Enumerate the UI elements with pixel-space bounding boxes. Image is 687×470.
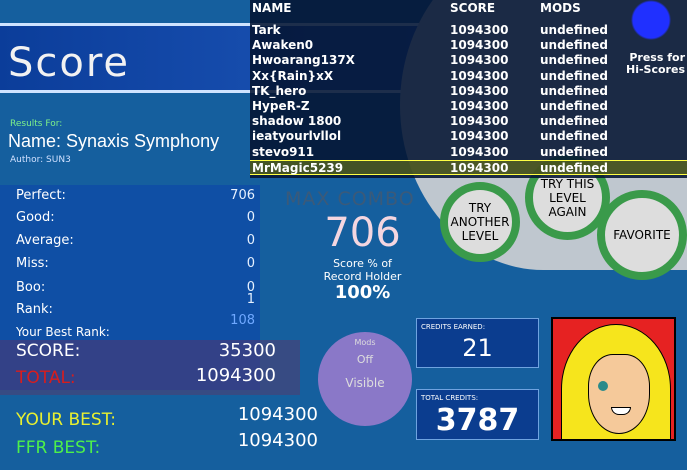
credits-earned-box: CREDITS EARNED: 21 xyxy=(416,318,539,368)
ffr-best-value: 1094300 xyxy=(237,430,318,451)
leaderboard-mods: undefined xyxy=(540,160,608,175)
leaderboard-score: 1094300 xyxy=(450,144,509,159)
judgement-value: 0 xyxy=(246,210,255,225)
character-portrait xyxy=(551,317,676,441)
total-credits-value: 3787 xyxy=(435,403,520,438)
favorite-button[interactable]: FAVORITE xyxy=(597,190,687,280)
leaderboard-name: Awaken0 xyxy=(252,38,314,53)
leaderboard-mods: undefined xyxy=(540,23,608,37)
leaderboard-score: 1094300 xyxy=(450,38,509,53)
judgement-label: Perfect: xyxy=(16,188,66,203)
judgement-value: 0 xyxy=(246,233,255,248)
score-label: SCORE: xyxy=(16,341,81,361)
leaderboard-name: ieatyourlvllol xyxy=(252,129,342,144)
leaderboard-row: TK_hero 1094300 undefined xyxy=(250,84,687,99)
score-pct-label-1: Score % of xyxy=(333,257,392,270)
score-pct-label-2: Record Holder xyxy=(323,270,402,283)
song-author: Author: SUN3 xyxy=(10,155,71,165)
mods-line-2: Visible xyxy=(345,376,385,390)
leaderboard-name: Hwoarang137X xyxy=(252,53,355,68)
leaderboard-name: Xx{Rain}xX xyxy=(252,68,334,83)
total-credits-label: TOTAL CREDITS: xyxy=(421,394,479,402)
credits-earned-value: 21 xyxy=(462,334,493,362)
score-pct-value: 100% xyxy=(334,282,391,303)
song-name: Name: Synaxis Symphony xyxy=(8,131,220,151)
header-name: NAME xyxy=(252,1,292,15)
leaderboard-score: 1094300 xyxy=(450,160,509,175)
leaderboard-row: Tark 1094300 undefined xyxy=(250,23,687,38)
leaderboard-row: ieatyourlvllol 1094300 undefined xyxy=(250,129,687,144)
leaderboard-row: Hwoarang137X 1094300 undefined xyxy=(250,53,687,68)
your-best-label: YOUR BEST: xyxy=(16,410,116,430)
results-for-label: Results For: xyxy=(10,119,63,129)
leaderboard-mods: undefined xyxy=(540,83,608,98)
credits-earned-label: CREDITS EARNED: xyxy=(421,323,486,331)
leaderboard-score: 1094300 xyxy=(450,99,509,113)
leaderboard-name: stevo911 xyxy=(252,144,315,159)
judgement-value: 0 xyxy=(246,256,255,271)
leaderboard-row: Xx{Rain}xX 1094300 undefined xyxy=(250,69,687,84)
leaderboard-score: 1094300 xyxy=(450,83,509,98)
max-combo-value: 706 xyxy=(324,210,401,256)
page-title: Score xyxy=(8,40,131,86)
ffr-best-label: FFR BEST: xyxy=(16,438,101,458)
leaderboard-name: MrMagic5239 xyxy=(252,160,344,175)
leaderboard-row: stevo911 1094300 undefined xyxy=(250,145,687,160)
total-label: TOTAL: xyxy=(16,368,76,388)
leaderboard-mods: undefined xyxy=(540,53,608,68)
score-highlight xyxy=(0,340,300,395)
total-credits-box: TOTAL CREDITS: 3787 xyxy=(416,389,539,440)
leaderboard-score: 1094300 xyxy=(450,68,509,83)
your-best-value: 1094300 xyxy=(237,404,318,425)
leaderboard-mods: undefined xyxy=(540,68,608,83)
leaderboard-name: HypeR-Z xyxy=(252,99,310,113)
header-score: SCORE xyxy=(450,1,496,15)
leaderboard-mods: undefined xyxy=(540,38,608,53)
judgement-label: Rank: xyxy=(16,302,53,317)
leaderboard-name: TK_hero xyxy=(252,83,307,98)
total-value: 1094300 xyxy=(195,365,276,386)
max-combo-label: MAX COMBO xyxy=(285,188,415,210)
mods-line-1: Off xyxy=(356,353,374,366)
leaderboard-score: 1094300 xyxy=(450,114,509,129)
header-mods: MODS xyxy=(540,1,581,15)
score-value: 35300 xyxy=(218,340,276,361)
judgement-panel xyxy=(0,185,260,390)
leaderboard-mods: undefined xyxy=(540,129,608,144)
leaderboard-score: 1094300 xyxy=(450,23,509,37)
leaderboard-row: shadow 1800 1094300 undefined xyxy=(250,114,687,129)
leaderboard-header: NAME SCORE MODS xyxy=(250,1,687,16)
judgement-label: Miss: xyxy=(16,256,49,271)
mods-indicator: Mods Off Visible xyxy=(318,332,412,426)
leaderboard-row: HypeR-Z 1094300 undefined xyxy=(250,99,687,114)
hiscores-button[interactable]: Press for Hi-Scores xyxy=(615,0,687,78)
leaderboard-score: 1094300 xyxy=(450,53,509,68)
try-another-level-button[interactable]: TRY ANOTHER LEVEL xyxy=(440,182,520,262)
judgement-value: 1 xyxy=(246,292,255,307)
mods-label: Mods xyxy=(354,338,376,347)
judgement-label: Boo: xyxy=(16,280,46,295)
leaderboard-name: shadow 1800 xyxy=(252,114,342,129)
judgement-value: 108 xyxy=(230,313,255,328)
leaderboard-row: MrMagic5239 1094300 undefined xyxy=(250,159,687,175)
best-rank-label: Your Best Rank: xyxy=(16,325,110,339)
judgement-label: Average: xyxy=(16,233,74,248)
judgement-value: 706 xyxy=(230,188,255,203)
leaderboard-mods: undefined xyxy=(540,114,608,129)
leaderboard-mods: undefined xyxy=(540,144,608,159)
leaderboard-row: Awaken0 1094300 undefined xyxy=(250,38,687,53)
judgement-label: Good: xyxy=(16,210,55,225)
leaderboard-name: Tark xyxy=(252,23,281,37)
leaderboard-panel: NAME SCORE MODS Tark 1094300 undefined Awak… xyxy=(250,0,687,178)
judgement-value: 0 xyxy=(246,280,255,295)
leaderboard-score: 1094300 xyxy=(450,129,509,144)
leaderboard-mods: undefined xyxy=(540,99,608,113)
